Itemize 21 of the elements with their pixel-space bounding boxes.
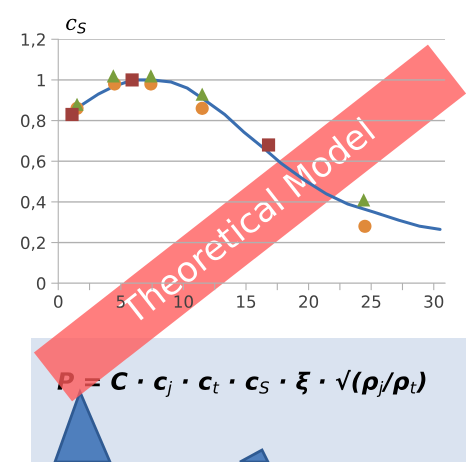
- point: [196, 88, 209, 101]
- point: [126, 73, 139, 87]
- y-tick-label: 0,6: [21, 155, 46, 170]
- point: [196, 102, 209, 115]
- point: [106, 69, 120, 82]
- x-tick-label: 20: [299, 295, 318, 308]
- y-tick-label: 0: [36, 277, 46, 290]
- point: [358, 220, 372, 233]
- y-tick-label: 0,4: [21, 196, 46, 210]
- x-tick-label: 25: [362, 295, 380, 308]
- y-tick-label: 0,8: [21, 114, 46, 129]
- point: [144, 69, 158, 82]
- point: [262, 138, 276, 152]
- text: P = C · c$_{j}$ · c$_{t}$ · c$_{S}$ · ξ · √(ρ$_{j}$/ρ$_{t}$): [57, 370, 426, 397]
- y-tick-label: 1: [38, 74, 45, 86]
- point: [65, 108, 79, 122]
- x-tick-label: 30: [424, 295, 444, 308]
- x-tick-label: 0: [54, 295, 62, 308]
- y-tick-label: 0,2: [21, 236, 45, 251]
- y-axis-title: c$_{S}$: [66, 18, 86, 34]
- y-tick-label: 1,2: [22, 33, 45, 48]
